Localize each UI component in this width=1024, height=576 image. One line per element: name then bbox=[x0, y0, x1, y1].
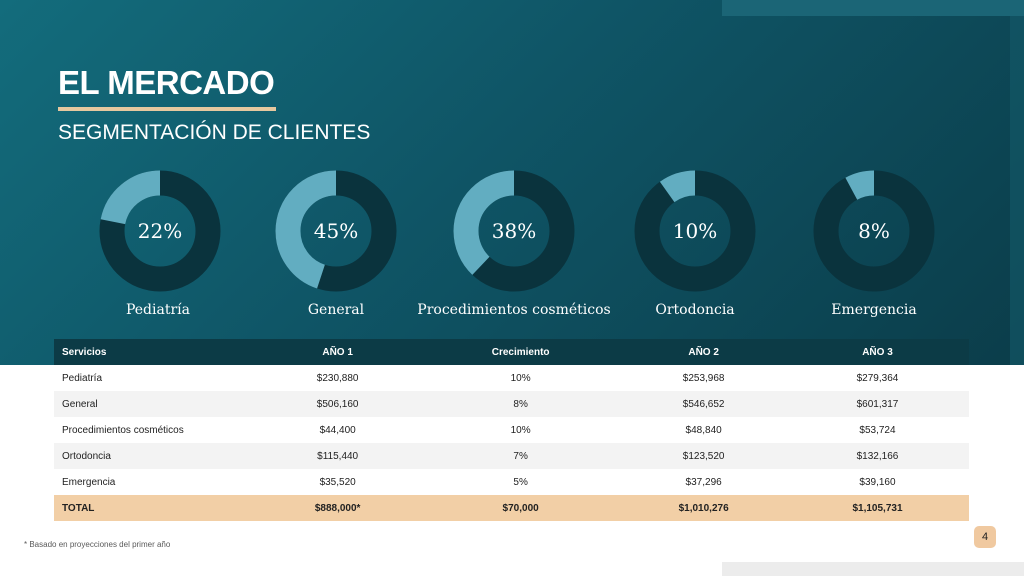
table-row: Procedimientos cosméticos $44,400 10% $4… bbox=[54, 417, 969, 443]
table-cell: $115,440 bbox=[255, 443, 420, 469]
table-cell: 8% bbox=[419, 391, 622, 417]
corner-accent-right bbox=[1010, 16, 1024, 365]
table-row: Emergencia $35,520 5% $37,296 $39,160 bbox=[54, 469, 969, 495]
donut-value-label: 22% bbox=[137, 219, 183, 243]
table-total-row: TOTAL $888,000* $70,000 $1,010,276 $1,10… bbox=[54, 495, 969, 521]
table-cell: $53,724 bbox=[785, 417, 969, 443]
table-cell: $546,652 bbox=[621, 391, 786, 417]
table-cell: 10% bbox=[419, 417, 622, 443]
table-row: Pediatría $230,880 10% $253,968 $279,364 bbox=[54, 365, 969, 391]
donut-chart-emergencia: 8% bbox=[813, 170, 935, 292]
table-cell: $48,840 bbox=[621, 417, 786, 443]
table-cell: $279,364 bbox=[785, 365, 969, 391]
slide-title: EL MERCADO bbox=[58, 64, 275, 101]
services-table: Servicios AÑO 1 Crecimiento AÑO 2 AÑO 3 … bbox=[54, 339, 969, 521]
table-total-cell: $70,000 bbox=[419, 495, 622, 521]
donut-category-label: Emergencia bbox=[831, 302, 917, 318]
donut-category-label: Pediatría bbox=[125, 302, 190, 318]
table-cell: $230,880 bbox=[255, 365, 420, 391]
table-total-cell: $888,000* bbox=[255, 495, 420, 521]
table-row: Ortodoncia $115,440 7% $123,520 $132,166 bbox=[54, 443, 969, 469]
table-cell: $132,166 bbox=[785, 443, 969, 469]
table-cell: Pediatría bbox=[54, 365, 256, 391]
donut-segment bbox=[813, 170, 935, 292]
table-header-cell: AÑO 3 bbox=[785, 339, 969, 365]
donut-chart-general: 45% bbox=[275, 170, 397, 292]
table-cell: $37,296 bbox=[621, 469, 786, 495]
donut-segment bbox=[275, 170, 397, 292]
donut-segment bbox=[99, 170, 221, 292]
donut-chart-pediatria: 22% bbox=[99, 170, 221, 292]
table-cell: $506,160 bbox=[255, 391, 420, 417]
table-cell: $253,968 bbox=[621, 365, 786, 391]
table-cell: $601,317 bbox=[785, 391, 969, 417]
table-cell: Emergencia bbox=[54, 469, 256, 495]
table-header-cell: AÑO 2 bbox=[621, 339, 786, 365]
donut-value-label: 38% bbox=[491, 219, 537, 243]
donut-chart-ortodoncia: 10% bbox=[634, 170, 756, 292]
donut-category-label: General bbox=[307, 302, 365, 318]
table-cell: Procedimientos cosméticos bbox=[54, 417, 256, 443]
table-cell: $123,520 bbox=[621, 443, 786, 469]
table-header-row: Servicios AÑO 1 Crecimiento AÑO 2 AÑO 3 bbox=[54, 339, 969, 365]
donut-segment bbox=[453, 170, 575, 292]
table-cell: General bbox=[54, 391, 256, 417]
donut-chart-cosmeticos: 38% bbox=[453, 170, 575, 292]
corner-accent-top bbox=[722, 0, 1024, 16]
page-number-badge: 4 bbox=[974, 526, 996, 548]
table-header-cell: AÑO 1 bbox=[255, 339, 420, 365]
table-cell: 10% bbox=[419, 365, 622, 391]
table-cell: 5% bbox=[419, 469, 622, 495]
table-cell: $35,520 bbox=[255, 469, 420, 495]
title-underline bbox=[58, 107, 276, 111]
donut-category-label: Procedimientos cosméticos bbox=[417, 302, 611, 318]
donut-segment bbox=[634, 170, 756, 292]
donut-category-label: Ortodoncia bbox=[655, 302, 735, 318]
donut-value-label: 45% bbox=[313, 219, 359, 243]
table-row: General $506,160 8% $546,652 $601,317 bbox=[54, 391, 969, 417]
donut-value-label: 10% bbox=[672, 219, 718, 243]
table-total-cell: $1,010,276 bbox=[621, 495, 786, 521]
table-total-cell: TOTAL bbox=[54, 495, 256, 521]
corner-accent-bottom bbox=[722, 562, 1024, 576]
footnote: * Basado en proyecciones del primer año bbox=[24, 540, 171, 549]
table-header-cell: Servicios bbox=[54, 339, 256, 365]
table-total-cell: $1,105,731 bbox=[785, 495, 969, 521]
table-cell: 7% bbox=[419, 443, 622, 469]
donut-value-label: 8% bbox=[858, 219, 890, 243]
table-cell: Ortodoncia bbox=[54, 443, 256, 469]
slide-subtitle: SEGMENTACIÓN DE CLIENTES bbox=[58, 121, 371, 144]
table-cell: $39,160 bbox=[785, 469, 969, 495]
table-header-cell: Crecimiento bbox=[419, 339, 622, 365]
table-cell: $44,400 bbox=[255, 417, 420, 443]
